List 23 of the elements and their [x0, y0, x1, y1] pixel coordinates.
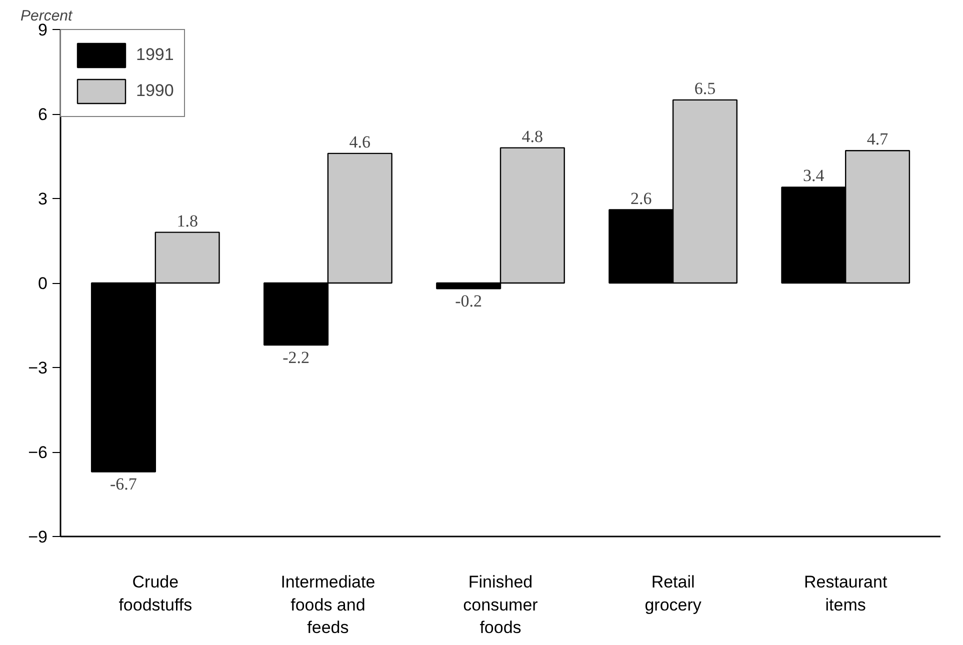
- data-label: 4.6: [349, 132, 370, 152]
- y-tick-label: −3: [28, 358, 48, 378]
- data-label: -2.2: [282, 348, 310, 367]
- data-label: -6.7: [110, 474, 138, 494]
- data-label: 4.7: [866, 130, 889, 149]
- data-label: 6.5: [694, 78, 716, 98]
- legend-label: 1990: [136, 81, 174, 101]
- y-tick-label: 3: [38, 190, 48, 208]
- x-tick-label: Finished consumer foods: [463, 572, 538, 638]
- legend-label: 1991: [136, 45, 174, 65]
- data-label: 1.8: [176, 211, 198, 230]
- x-tick-label: Intermediate foods and feeds: [280, 572, 376, 638]
- x-tick-label: Retail grocery: [644, 572, 702, 614]
- data-label: 4.8: [522, 126, 544, 146]
- y-tick-label: 0: [38, 274, 48, 293]
- y-tick-label: −9: [28, 528, 48, 546]
- x-tick-label: Crude foodstuffs: [118, 572, 192, 614]
- data-label: 3.4: [803, 166, 825, 186]
- y-tick-label: 6: [38, 105, 48, 124]
- data-label: -0.2: [455, 292, 482, 311]
- y-tick-label: −6: [28, 443, 48, 462]
- x-tick-label: Restaurant items: [804, 572, 888, 614]
- data-label: 2.6: [630, 188, 652, 208]
